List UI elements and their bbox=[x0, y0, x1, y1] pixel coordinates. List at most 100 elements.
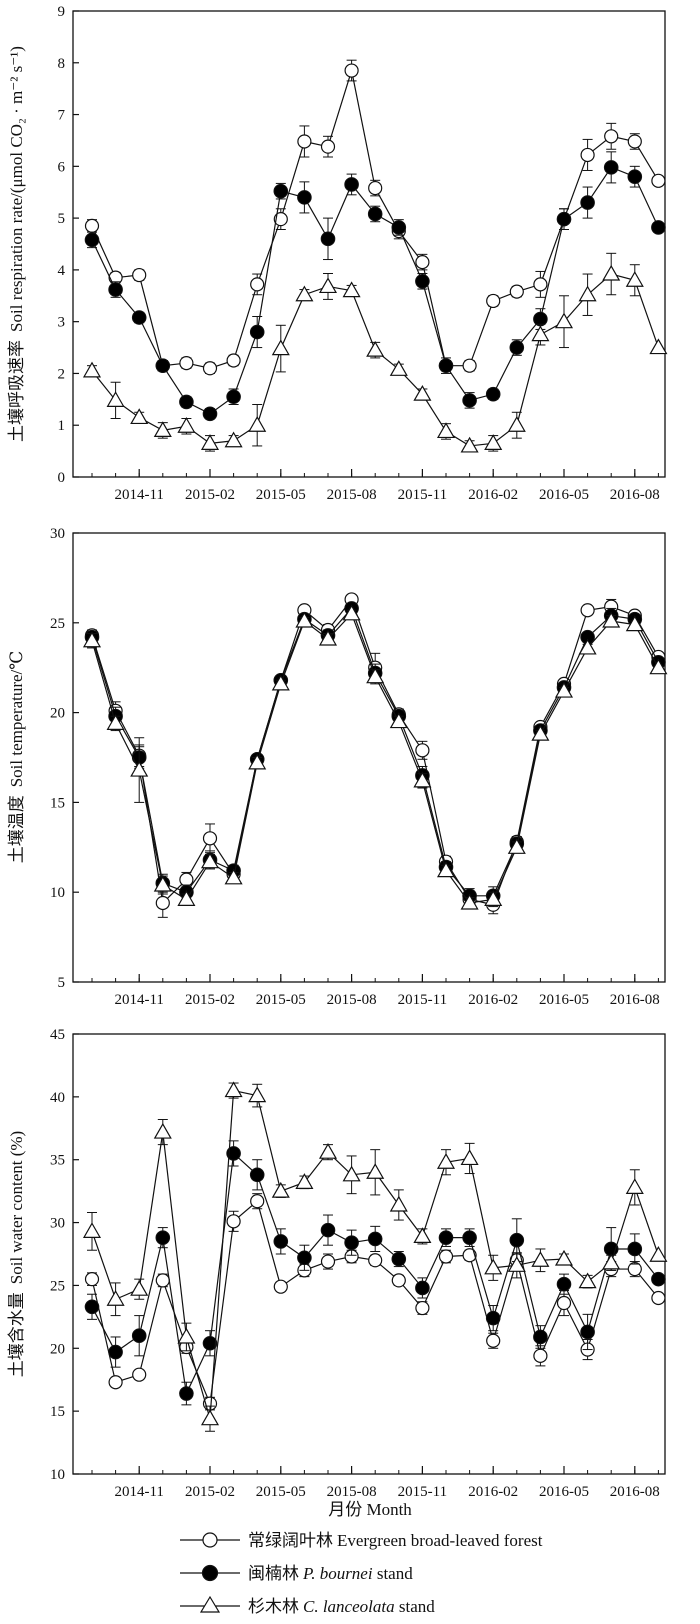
point-temperature-2-22 bbox=[602, 611, 621, 628]
ylabel-respiration-en: Soil respiration rate/(μmol CO₂ · m⁻² s⁻… bbox=[7, 46, 26, 332]
point-water-2-15 bbox=[436, 1153, 456, 1169]
yticks-respiration: 0 1 2 3 4 5 6 7 8 9 bbox=[58, 4, 79, 486]
xtick-label-temperature-4: 2015-11 bbox=[398, 992, 447, 1008]
ylabel-temperature-en: Soil temperature/℃ bbox=[7, 651, 26, 788]
point-water-1-8 bbox=[273, 1234, 289, 1249]
point-respiration-2-0 bbox=[82, 361, 102, 378]
legend-label-bournei: 闽楠林 P. bournei stand bbox=[248, 1564, 413, 1583]
point-water-0-14 bbox=[415, 1300, 430, 1316]
point-water-1-3 bbox=[155, 1230, 171, 1245]
point-respiration-0-11 bbox=[344, 63, 359, 78]
point-respiration-1-11 bbox=[344, 177, 359, 192]
point-water-2-12 bbox=[366, 1163, 385, 1179]
ytick-label-respiration-4: 4 bbox=[58, 263, 66, 279]
point-respiration-2-17 bbox=[484, 434, 503, 450]
point-water-2-24 bbox=[649, 1246, 668, 1262]
point-water-0-6 bbox=[226, 1214, 241, 1229]
xtick-label-temperature-1: 2015-02 bbox=[185, 992, 235, 1008]
point-temperature-0-4 bbox=[179, 872, 194, 887]
point-respiration-1-12 bbox=[367, 206, 383, 222]
xtick-label-water-6: 2016-05 bbox=[539, 1484, 589, 1500]
point-respiration-1-2 bbox=[131, 310, 147, 325]
point-temperature-0-14 bbox=[415, 743, 430, 758]
point-respiration-1-10 bbox=[320, 231, 336, 247]
point-respiration-1-21 bbox=[580, 195, 595, 210]
point-water-0-17 bbox=[486, 1333, 501, 1348]
point-respiration-0-8 bbox=[273, 212, 288, 227]
xtick-label-respiration-3: 2015-08 bbox=[327, 487, 377, 503]
point-respiration-2-3 bbox=[153, 421, 172, 437]
point-respiration-0-7 bbox=[250, 277, 265, 292]
xticks-temperature: 2014-11 2015-02 2015-05 2015-08 2015-11 2016-… bbox=[91, 974, 660, 1008]
point-respiration-2-4 bbox=[177, 417, 196, 433]
point-water-2-11 bbox=[342, 1165, 361, 1182]
series-line-temperature-0 bbox=[91, 598, 659, 906]
series-respiration bbox=[82, 59, 668, 453]
point-respiration-2-23 bbox=[625, 271, 644, 287]
point-water-0-24 bbox=[651, 1290, 666, 1306]
legend-evergreen-en: Evergreen broad-leaved forest bbox=[337, 1531, 543, 1550]
point-temperature-2-4 bbox=[177, 890, 196, 906]
xtick-label-respiration-2: 2015-05 bbox=[256, 487, 306, 503]
legend-label-lanceolata: 杉木林 C. lanceolata stand bbox=[248, 1597, 435, 1616]
point-water-2-2 bbox=[130, 1279, 149, 1296]
point-temperature-2-19 bbox=[531, 724, 550, 741]
xtick-label-water-5: 2016-02 bbox=[468, 1484, 518, 1500]
point-water-2-6 bbox=[224, 1081, 243, 1098]
point-temperature-2-8 bbox=[271, 674, 290, 691]
point-temperature-0-5 bbox=[202, 831, 218, 846]
point-water-2-1 bbox=[106, 1290, 125, 1306]
point-water-1-17 bbox=[485, 1310, 501, 1326]
point-respiration-0-4 bbox=[179, 355, 194, 371]
point-water-1-14 bbox=[415, 1280, 430, 1296]
point-temperature-0-21 bbox=[580, 603, 595, 618]
ytick-label-water-1: 15 bbox=[50, 1404, 65, 1420]
point-respiration-1-16 bbox=[462, 393, 477, 408]
xtick-label-respiration-5: 2016-02 bbox=[468, 487, 518, 503]
point-respiration-1-17 bbox=[485, 386, 501, 402]
point-respiration-2-6 bbox=[224, 431, 243, 448]
point-water-0-2 bbox=[132, 1367, 147, 1382]
ylabel-respiration-cn: 土壤呼吸速率 bbox=[6, 340, 26, 442]
ytick-label-water-4: 30 bbox=[50, 1216, 65, 1232]
xtick-label-water-0: 2014-11 bbox=[114, 1484, 163, 1500]
ytick-label-water-5: 35 bbox=[50, 1153, 65, 1169]
point-water-2-23 bbox=[625, 1178, 644, 1194]
point-respiration-0-21 bbox=[580, 147, 595, 163]
point-water-1-1 bbox=[108, 1344, 123, 1360]
point-respiration-2-15 bbox=[436, 422, 456, 439]
point-water-2-13 bbox=[389, 1195, 408, 1212]
xtick-label-temperature-7: 2016-08 bbox=[610, 992, 660, 1008]
point-water-2-22 bbox=[602, 1253, 621, 1270]
legend-lanceolata-latin: C. lanceolata bbox=[303, 1597, 395, 1616]
point-temperature-2-14 bbox=[413, 771, 432, 788]
point-water-0-0 bbox=[84, 1272, 100, 1287]
xtick-label-temperature-0: 2014-11 bbox=[114, 992, 163, 1008]
point-respiration-2-2 bbox=[130, 408, 149, 425]
ytick-label-respiration-1: 1 bbox=[58, 418, 66, 434]
xticks-respiration: 2014-11 2015-02 2015-05 2015-08 2015-11 2016-… bbox=[91, 469, 660, 503]
point-water-0-3 bbox=[155, 1273, 170, 1288]
point-respiration-2-16 bbox=[460, 436, 479, 453]
point-respiration-1-9 bbox=[297, 190, 312, 205]
ylabel-respiration: 土壤呼吸速率 Soil respiration rate/(μmol CO₂ · … bbox=[6, 46, 26, 442]
point-water-2-5 bbox=[200, 1409, 220, 1426]
xtick-label-respiration-0: 2014-11 bbox=[114, 487, 163, 503]
point-water-1-4 bbox=[179, 1386, 194, 1401]
point-temperature-2-12 bbox=[366, 667, 385, 684]
ytick-label-respiration-5: 5 bbox=[58, 211, 66, 227]
point-respiration-1-0 bbox=[84, 232, 100, 248]
series-temperature bbox=[82, 592, 668, 918]
point-temperature-0-3 bbox=[155, 895, 170, 911]
point-water-0-15 bbox=[438, 1249, 454, 1264]
point-water-1-5 bbox=[202, 1335, 218, 1351]
point-water-2-17 bbox=[484, 1258, 503, 1275]
point-water-1-24 bbox=[651, 1271, 666, 1287]
xtick-label-temperature-2: 2015-05 bbox=[256, 992, 306, 1008]
point-water-0-7 bbox=[250, 1194, 265, 1209]
point-water-2-10 bbox=[318, 1142, 338, 1159]
ytick-label-respiration-7: 7 bbox=[58, 108, 66, 124]
point-temperature-2-24 bbox=[649, 658, 668, 675]
point-water-1-2 bbox=[131, 1328, 147, 1344]
point-respiration-1-5 bbox=[202, 406, 218, 422]
